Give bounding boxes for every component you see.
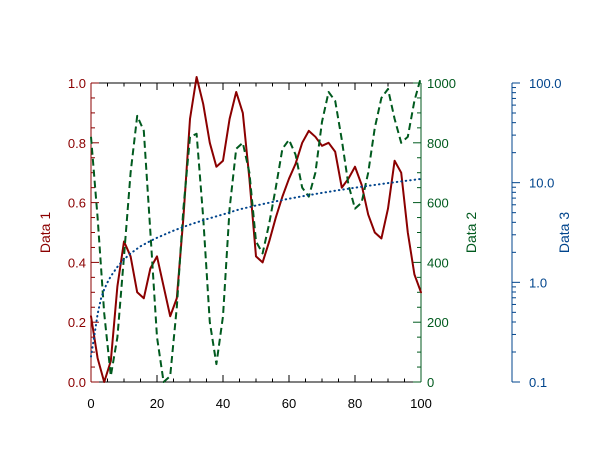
data3-tick-label: 1.0: [529, 275, 547, 290]
series-layer: [90, 76, 422, 383]
data1-tick-label: 0.6: [68, 196, 86, 211]
data3-tick-label: 0.1: [529, 375, 547, 390]
data1-tick-label: 0.4: [68, 255, 86, 270]
axis-layer: 0 20 40 60 80 100 0.0 0.2 0.4 0.6 0.8 1.0 Data 1 0 200…: [37, 76, 572, 411]
data2-tick-label: 800: [427, 136, 449, 151]
data2-tick-label: 600: [427, 196, 449, 211]
data1-tick-label: 1.0: [68, 76, 86, 91]
x-tick-label: 40: [216, 396, 230, 411]
data1-tick-label: 0.0: [68, 375, 86, 390]
data1-tick-label: 0.2: [68, 315, 86, 330]
x-tick-label: 100: [410, 396, 432, 411]
data3-axis-title: Data 3: [556, 212, 572, 253]
data1-series-line: [90, 76, 422, 383]
data2-axis-title: Data 2: [463, 212, 479, 253]
data2-tick-label: 1000: [427, 76, 456, 91]
data2-tick-label: 200: [427, 315, 449, 330]
x-tick-label: 80: [348, 396, 362, 411]
data3-tick-label: 10.0: [529, 176, 554, 191]
data1-tick-label: 0.8: [68, 136, 86, 151]
plot-frame: [90, 82, 520, 383]
data3-tick-label: 100.0: [529, 76, 562, 91]
x-tick-label: 60: [282, 396, 296, 411]
x-tick-label: 20: [150, 396, 164, 411]
data2-tick-label: 400: [427, 255, 449, 270]
data1-axis-title: Data 1: [37, 212, 53, 253]
data2-tick-label: 0: [427, 375, 434, 390]
data3-series-line: [90, 177, 422, 358]
x-tick-label: 0: [87, 396, 94, 411]
data2-series-line: [90, 76, 422, 383]
